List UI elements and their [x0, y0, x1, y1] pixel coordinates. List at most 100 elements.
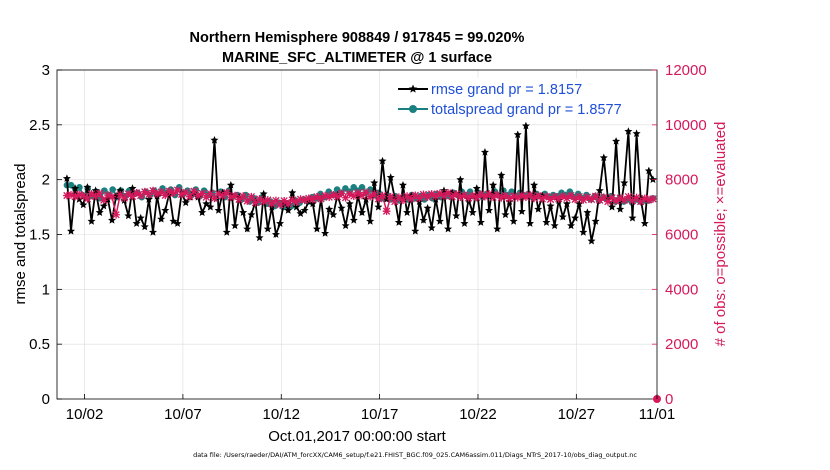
- obs-evaluated-point: [259, 197, 268, 206]
- obs-evaluated-point: [337, 189, 346, 198]
- obs-evaluated-point: [649, 195, 657, 203]
- rmse-point: [79, 200, 88, 209]
- obs-evaluated-point: [120, 194, 129, 202]
- obs-evaluated-point: [99, 196, 108, 205]
- rmse-point: [480, 148, 489, 156]
- obs-evaluated-point: [386, 192, 395, 201]
- obs-evaluated-point: [534, 191, 543, 200]
- rmse-point: [230, 221, 239, 230]
- rmse-point: [513, 130, 522, 139]
- chart-title: Northern Hemisphere 908849 / 917845 = 99…: [190, 30, 525, 46]
- obs-evaluated-point: [300, 196, 309, 205]
- totalspread-point: [67, 181, 75, 189]
- rmse-point: [595, 186, 604, 195]
- rmse-point: [546, 201, 555, 210]
- obs-evaluated-point: [563, 194, 571, 203]
- rmse-point: [550, 221, 559, 230]
- rmse-point: [75, 195, 84, 203]
- obs-evaluated-point: [292, 198, 301, 206]
- obs-evaluated-point: [477, 190, 485, 199]
- rmse-point: [517, 207, 526, 215]
- obs-evaluated-point: [190, 187, 198, 196]
- rmse-point: [579, 228, 588, 236]
- gridlines: [57, 70, 657, 399]
- x-tick-label: 10/07: [164, 406, 202, 423]
- axis-layer: 0 0.5 1 1.5 2 2.5 3 0 2000 4000 6000 8000 10000 12000…: [29, 62, 707, 423]
- obs-evaluated-point: [526, 190, 534, 199]
- rmse-point: [378, 156, 387, 165]
- obs-evaluated-point: [161, 191, 170, 200]
- obs-evaluated-point: [370, 190, 379, 198]
- obs-evaluated-point: [71, 192, 79, 201]
- obs-evaluated-point: [366, 192, 375, 201]
- rmse-point: [411, 227, 420, 235]
- obs-evaluated-point: [472, 193, 481, 202]
- obs-evaluated-point: [583, 193, 592, 202]
- x-tick-label: 11/01: [639, 406, 675, 423]
- rmse-point: [71, 184, 80, 192]
- y-tick-label-left: 2.5: [29, 117, 50, 134]
- obs-evaluated-point: [181, 188, 190, 197]
- rmse-point: [83, 183, 92, 191]
- obs-evaluated-point: [571, 195, 579, 204]
- rmse-point: [239, 208, 248, 216]
- obs-evaluated-point: [448, 192, 457, 201]
- y-tick-label-right: 6000: [665, 227, 698, 244]
- obs-evaluated-point: [419, 190, 428, 199]
- y-tick-label-left: 1.5: [29, 227, 50, 244]
- rmse-point: [271, 230, 280, 238]
- rmse-point: [222, 228, 231, 236]
- obs-evaluated-point: [403, 192, 411, 200]
- legend-rmse-label: rmse grand pr = 1.8157: [431, 82, 582, 98]
- rmse-point: [640, 219, 649, 227]
- rmse-point: [587, 236, 596, 245]
- obs-evaluated-point: [358, 191, 366, 200]
- rmse-point: [206, 202, 215, 211]
- rmse-point: [558, 212, 567, 221]
- obs-evaluated-point: [140, 187, 149, 196]
- obs-evaluated-point: [341, 193, 350, 202]
- obs-evaluated-point: [169, 189, 178, 198]
- rmse-point: [362, 195, 371, 203]
- x-tick-label: 10/12: [262, 406, 300, 423]
- obs-evaluated-point: [321, 191, 329, 200]
- rmse-point: [136, 213, 145, 222]
- obs-evaluated-point: [509, 192, 518, 200]
- obs-evaluated-point: [493, 190, 502, 199]
- y-tick-label-right: 10000: [665, 117, 707, 134]
- series-layer: [62, 121, 661, 403]
- rmse-point: [497, 171, 506, 179]
- obs-evaluated-point: [399, 196, 407, 205]
- y-tick-label-right: 2000: [665, 336, 698, 353]
- obs-evaluated-point: [427, 190, 436, 198]
- rmse-point: [292, 202, 301, 211]
- obs-evaluated-point: [415, 194, 424, 203]
- rmse-point: [468, 208, 477, 216]
- rmse-point: [202, 199, 211, 208]
- obs-evaluated-point: [329, 190, 338, 199]
- rmse-point: [198, 208, 207, 216]
- y-tick-label-right: 12000: [665, 62, 707, 79]
- obs-evaluated-point: [620, 196, 629, 205]
- obs-evaluated-point: [247, 192, 256, 201]
- obs-evaluated-point: [390, 197, 399, 206]
- obs-evaluated-point: [530, 194, 538, 203]
- obs-evaluated-point: [452, 190, 461, 198]
- rmse-point: [284, 206, 293, 214]
- obs-evaluated-point: [153, 190, 161, 198]
- obs-evaluated-point: [263, 196, 272, 204]
- obs-evaluated-point: [87, 190, 96, 198]
- y-tick-label-left: 0.5: [29, 336, 50, 353]
- rmse-point: [612, 137, 621, 145]
- obs-evaluated-point: [288, 196, 297, 204]
- rmse-point: [263, 224, 272, 233]
- rmse-point: [95, 208, 104, 216]
- rmse-point: [583, 208, 592, 216]
- rmse-point: [509, 217, 518, 225]
- y-tick-label-left: 1: [42, 281, 50, 298]
- obs-evaluated-point: [407, 195, 416, 203]
- rmse-point: [542, 218, 551, 226]
- rmse-point: [300, 206, 309, 214]
- totalspread-point: [76, 184, 83, 191]
- obs-evaluated-point: [550, 192, 559, 201]
